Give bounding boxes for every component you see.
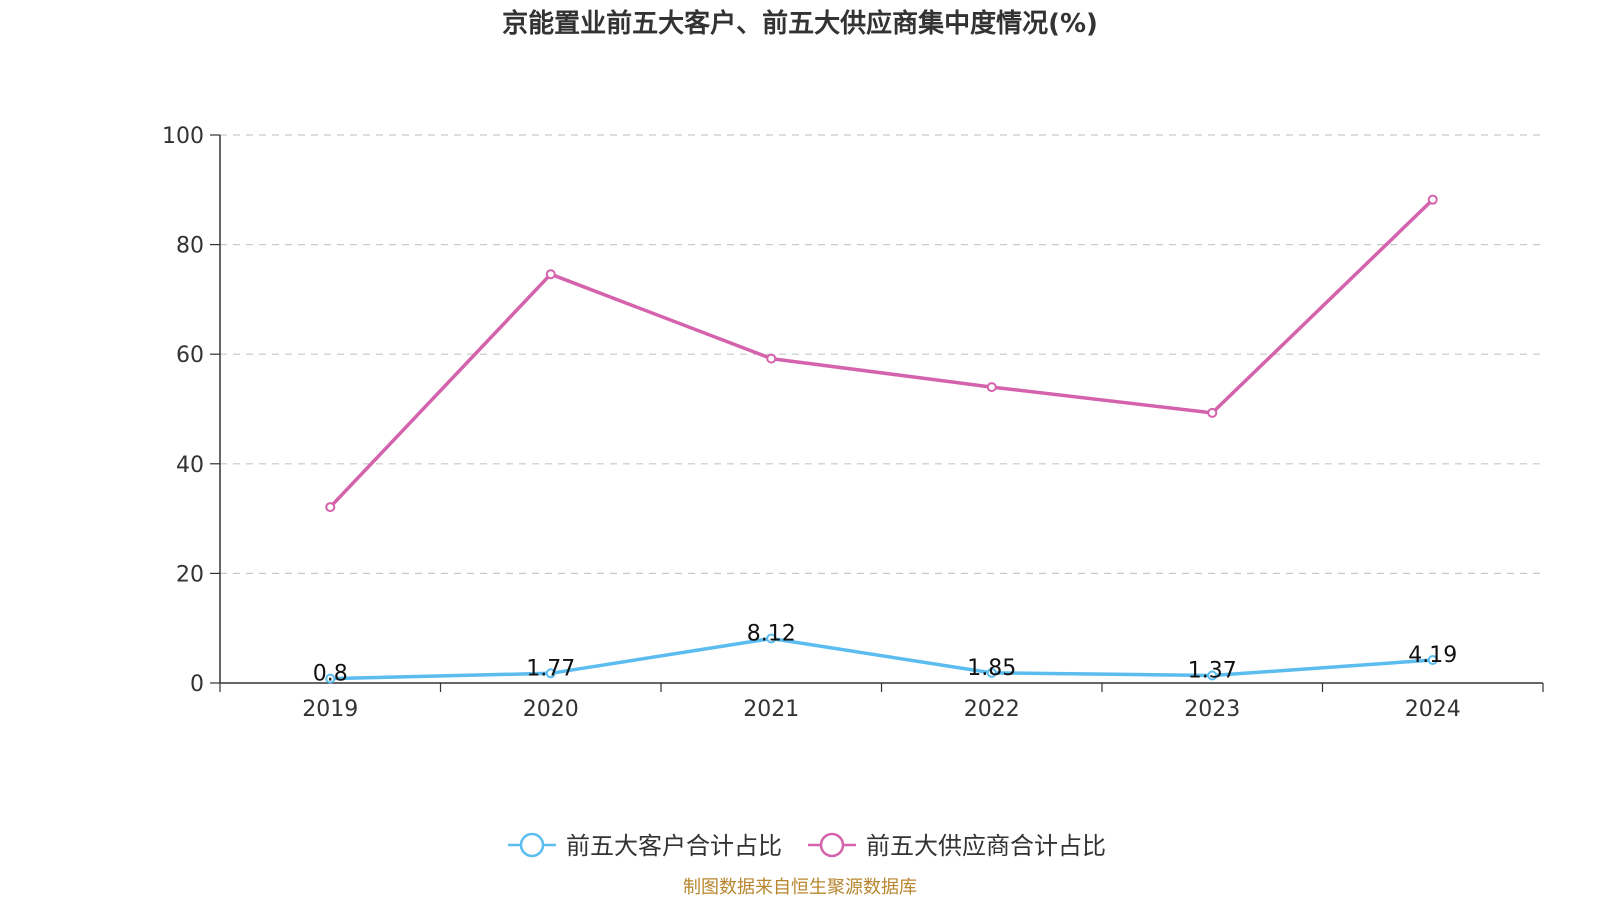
data-label: 1.85 (967, 656, 1016, 681)
data-point (325, 673, 336, 684)
data-point (766, 353, 777, 364)
data-label: 1.37 (1188, 658, 1237, 683)
data-labels: 0.8 1.77 8.12 1.85 1.37 4.19 (313, 622, 1457, 687)
data-point (1207, 670, 1218, 681)
legend[interactable]: 前五大客户合计占比 前五大供应商合计占比 (508, 832, 1106, 860)
data-point (1427, 194, 1438, 205)
series-line-1 (328, 198, 1434, 509)
data-point (986, 667, 997, 678)
legend-marker-0 (519, 832, 545, 858)
x-tick-label: 2023 (1184, 697, 1240, 722)
data-point (545, 668, 556, 679)
series-line-0 (330, 636, 1433, 681)
y-tick-label: 20 (176, 562, 204, 587)
x-tick-label: 2022 (964, 697, 1020, 722)
x-tick-label: 2024 (1405, 697, 1461, 722)
source-note: 制图数据来自恒生聚源数据库 (683, 877, 917, 898)
x-tick-label: 2021 (743, 697, 799, 722)
data-point (545, 269, 556, 280)
data-label: 8.12 (747, 622, 796, 647)
chart-title: 京能置业前五大客户、前五大供应商集中度情况(%) (502, 8, 1098, 39)
series-group (325, 194, 1438, 684)
data-point (325, 502, 336, 513)
y-tick-label: 60 (176, 343, 204, 368)
y-tick-label: 100 (162, 124, 204, 149)
y-tick-label: 0 (190, 672, 204, 697)
y-tick-label: 40 (176, 453, 204, 478)
data-label: 0.8 (313, 662, 348, 687)
legend-marker-1 (819, 832, 845, 858)
legend-label-0: 前五大客户合计占比 (566, 832, 782, 860)
axes: 0 20 40 60 80 100 2019 2020 2021 2022 2023 2024 (162, 124, 1544, 722)
data-label: 1.77 (526, 656, 575, 681)
x-tick-label: 2020 (523, 697, 579, 722)
data-point (1427, 655, 1438, 666)
x-tick-label: 2019 (302, 697, 358, 722)
data-point (766, 633, 777, 644)
y-tick-label: 80 (176, 234, 204, 259)
legend-label-1: 前五大供应商合计占比 (866, 832, 1106, 860)
data-point (986, 382, 997, 393)
data-label: 4.19 (1408, 643, 1457, 668)
grid (220, 134, 1543, 575)
data-point (1207, 407, 1218, 418)
